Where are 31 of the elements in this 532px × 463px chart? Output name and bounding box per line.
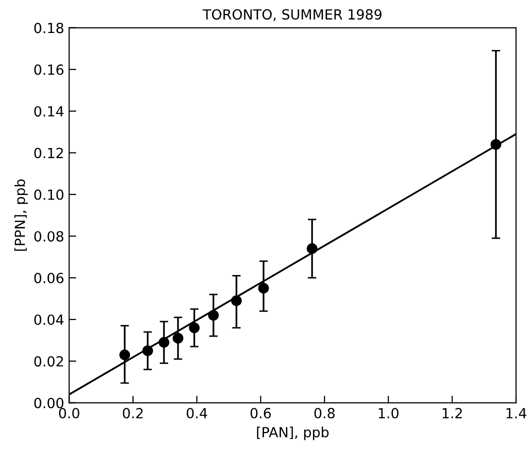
y-tick-label: 0.12	[34, 148, 63, 158]
point	[119, 350, 130, 360]
x-tick-label: 1.2	[442, 408, 462, 418]
y-axis-title: [PPN], ppb	[14, 179, 28, 251]
y-tick-label: 0.06	[34, 272, 64, 284]
point	[208, 310, 219, 321]
y-tick-label: 0.14	[34, 106, 64, 117]
point	[306, 243, 318, 254]
y-tick-label: 0.16	[34, 64, 64, 75]
point	[172, 332, 184, 344]
x-axis-title: [PAN], ppb	[257, 426, 329, 440]
x-tick-label: 0.4	[186, 408, 208, 418]
y-tick-label: 0.08	[34, 231, 64, 242]
point	[188, 322, 200, 334]
point	[490, 139, 502, 150]
point	[142, 345, 154, 356]
y-tick-label: 0.00	[34, 398, 64, 408]
x-tick-label: 0.2	[122, 408, 143, 418]
x-tick-label: 0.6	[250, 408, 271, 418]
y-tick-label: 0.04	[34, 314, 64, 325]
x-tick-label: 1.0	[378, 408, 398, 418]
y-tick-label: 0.02	[34, 356, 63, 367]
x-tick-label: 0.0	[59, 408, 80, 418]
point	[258, 282, 269, 294]
x-tick-label: 0.8	[314, 408, 335, 418]
y-tick-label: 0.10	[34, 189, 64, 200]
x-tick-label: 1.4	[506, 408, 526, 418]
y-tick-label: 0.18	[34, 22, 64, 34]
chart-title: TORONTO, SUMMER 1989	[202, 9, 382, 22]
point	[158, 337, 170, 348]
point	[231, 295, 242, 306]
